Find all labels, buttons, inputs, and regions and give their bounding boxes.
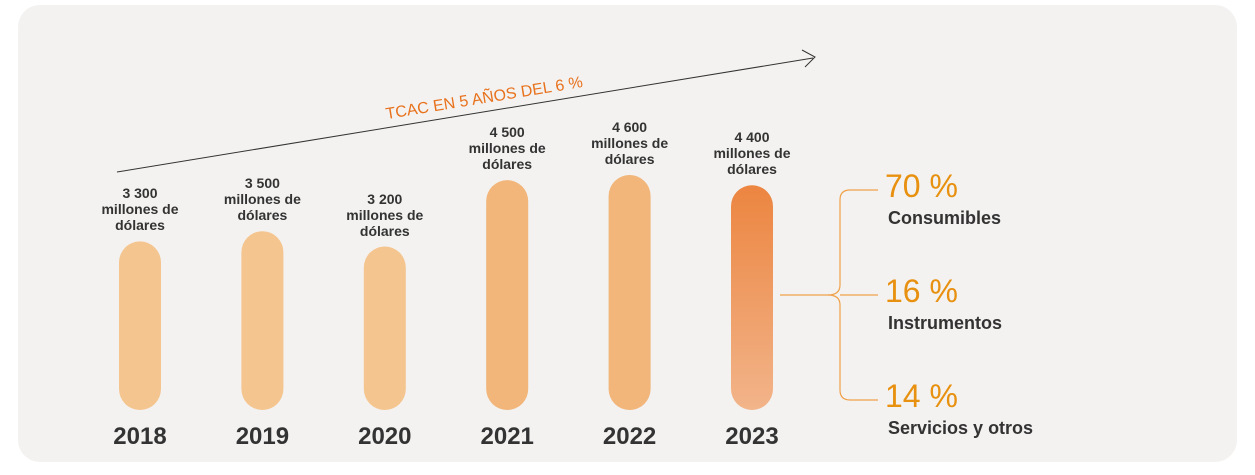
breakdown-label: Servicios y otros xyxy=(888,418,1034,438)
bar xyxy=(119,241,161,410)
trend-arrow xyxy=(116,57,814,173)
value-label: 4 500 millones de dólares xyxy=(468,124,546,173)
value-label: 3 300 millones de dólares xyxy=(101,185,179,234)
arrow-head xyxy=(801,49,816,68)
breakdown-value: 70 % xyxy=(885,168,958,204)
bracket xyxy=(780,189,878,401)
bar xyxy=(486,180,529,410)
breakdown-label: Consumibles xyxy=(888,208,1002,228)
x-tick-label: 2020 xyxy=(358,423,411,450)
value-label: 4 600 millones de dólares xyxy=(591,119,669,167)
bar xyxy=(608,175,651,410)
bar xyxy=(241,231,284,410)
value-label: 3 500 millones de dólares xyxy=(223,175,301,224)
bar xyxy=(731,185,773,410)
x-tick-label: 2018 xyxy=(113,423,166,450)
x-tick-label: 2023 xyxy=(725,423,778,450)
breakdown-value: 14 % xyxy=(885,378,958,414)
x-tick-label: 2022 xyxy=(603,423,656,450)
value-label: 3 200 millones de dólares xyxy=(346,190,424,239)
breakdown-label: Instrumentos xyxy=(888,313,1003,333)
value-label: 4 400 millones de dólares xyxy=(713,129,791,178)
breakdown-value: 16 % xyxy=(885,273,958,309)
x-tick-label: 2019 xyxy=(236,423,289,450)
bar xyxy=(363,246,406,410)
x-tick-label: 2021 xyxy=(481,423,534,450)
